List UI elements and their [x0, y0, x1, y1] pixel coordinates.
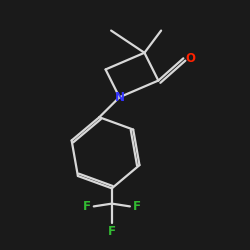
Text: N: N: [114, 91, 124, 104]
Text: F: F: [83, 200, 91, 213]
Text: O: O: [185, 52, 195, 65]
Text: F: F: [133, 200, 141, 213]
Text: F: F: [108, 225, 116, 238]
